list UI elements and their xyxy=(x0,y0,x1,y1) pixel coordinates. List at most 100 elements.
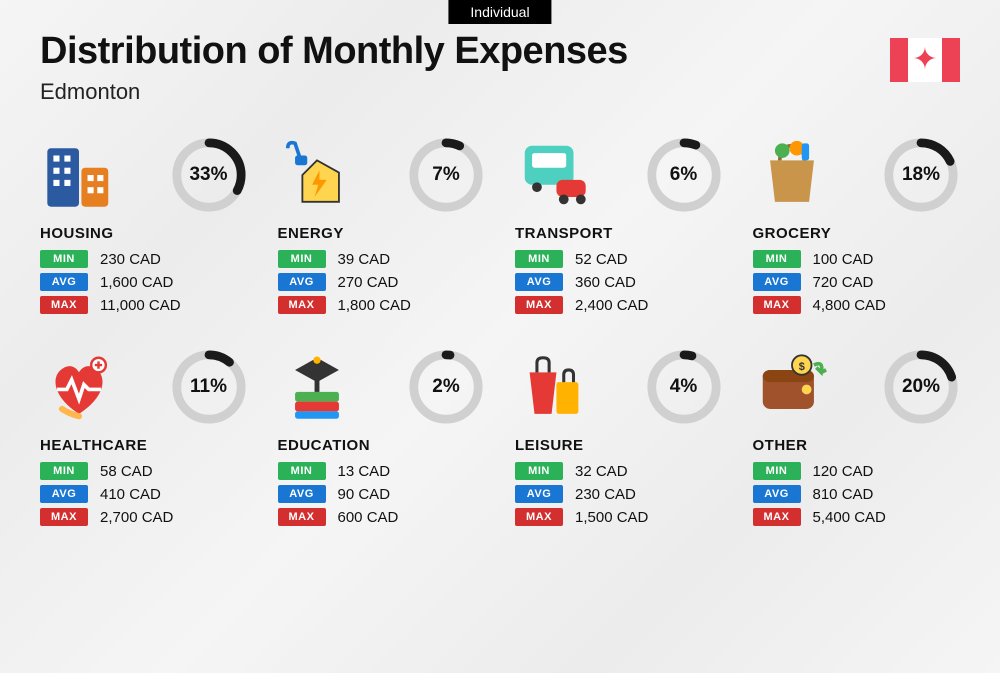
energy-icon xyxy=(278,136,356,214)
percent-donut: 33% xyxy=(170,136,248,214)
stat-min-row: MIN 39 CAD xyxy=(278,250,486,268)
stat-max-row: MAX 1,800 CAD xyxy=(278,296,486,314)
max-value: 11,000 CAD xyxy=(100,297,181,314)
percent-label: 4% xyxy=(645,348,723,426)
stat-max-row: MAX 2,400 CAD xyxy=(515,296,723,314)
stat-min-row: MIN 230 CAD xyxy=(40,250,248,268)
min-badge: MIN xyxy=(278,250,326,268)
percent-label: 6% xyxy=(645,136,723,214)
avg-value: 270 CAD xyxy=(338,274,399,291)
max-badge: MAX xyxy=(40,508,88,526)
stat-min-row: MIN 13 CAD xyxy=(278,462,486,480)
stat-avg-row: AVG 230 CAD xyxy=(515,485,723,503)
avg-value: 230 CAD xyxy=(575,486,636,503)
grocery-icon xyxy=(753,136,831,214)
expense-card: 11% HEALTHCARE MIN 58 CAD AVG 410 CAD MA… xyxy=(40,347,248,531)
min-value: 32 CAD xyxy=(575,463,628,480)
max-badge: MAX xyxy=(753,296,801,314)
min-badge: MIN xyxy=(753,462,801,480)
category-name: OTHER xyxy=(753,437,961,454)
avg-value: 360 CAD xyxy=(575,274,636,291)
percent-label: 2% xyxy=(407,348,485,426)
percent-label: 7% xyxy=(407,136,485,214)
stat-min-row: MIN 120 CAD xyxy=(753,462,961,480)
category-name: TRANSPORT xyxy=(515,225,723,242)
min-value: 120 CAD xyxy=(813,463,874,480)
min-value: 52 CAD xyxy=(575,251,628,268)
leisure-icon xyxy=(515,348,593,426)
category-name: HOUSING xyxy=(40,225,248,242)
max-badge: MAX xyxy=(278,296,326,314)
max-badge: MAX xyxy=(515,508,563,526)
page-title: Distribution of Monthly Expenses xyxy=(40,30,960,73)
max-badge: MAX xyxy=(278,508,326,526)
min-badge: MIN xyxy=(753,250,801,268)
expense-card: 2% EDUCATION MIN 13 CAD AVG 90 CAD MAX 6… xyxy=(278,347,486,531)
avg-value: 1,600 CAD xyxy=(100,274,173,291)
stat-avg-row: AVG 90 CAD xyxy=(278,485,486,503)
percent-donut: 2% xyxy=(407,348,485,426)
min-value: 39 CAD xyxy=(338,251,391,268)
avg-value: 810 CAD xyxy=(813,486,874,503)
expense-card: 18% GROCERY MIN 100 CAD AVG 720 CAD MAX … xyxy=(753,135,961,319)
avg-badge: AVG xyxy=(753,485,801,503)
expense-card: 4% LEISURE MIN 32 CAD AVG 230 CAD MAX 1,… xyxy=(515,347,723,531)
svg-text:$: $ xyxy=(798,361,804,373)
stat-max-row: MAX 4,800 CAD xyxy=(753,296,961,314)
percent-label: 18% xyxy=(882,136,960,214)
min-value: 58 CAD xyxy=(100,463,153,480)
category-name: GROCERY xyxy=(753,225,961,242)
stat-avg-row: AVG 270 CAD xyxy=(278,273,486,291)
stat-max-row: MAX 2,700 CAD xyxy=(40,508,248,526)
max-value: 600 CAD xyxy=(338,509,399,526)
avg-badge: AVG xyxy=(278,485,326,503)
min-badge: MIN xyxy=(278,462,326,480)
avg-value: 90 CAD xyxy=(338,486,391,503)
max-value: 2,400 CAD xyxy=(575,297,648,314)
percent-donut: 4% xyxy=(645,348,723,426)
avg-badge: AVG xyxy=(40,485,88,503)
percent-donut: 11% xyxy=(170,348,248,426)
stat-avg-row: AVG 360 CAD xyxy=(515,273,723,291)
max-value: 1,500 CAD xyxy=(575,509,648,526)
avg-badge: AVG xyxy=(753,273,801,291)
percent-label: 33% xyxy=(170,136,248,214)
healthcare-icon xyxy=(40,348,118,426)
min-badge: MIN xyxy=(515,250,563,268)
min-badge: MIN xyxy=(515,462,563,480)
percent-donut: 6% xyxy=(645,136,723,214)
canada-flag-icon: ✦ xyxy=(890,38,960,82)
transport-icon xyxy=(515,136,593,214)
max-value: 1,800 CAD xyxy=(338,297,411,314)
stat-avg-row: AVG 720 CAD xyxy=(753,273,961,291)
min-value: 230 CAD xyxy=(100,251,161,268)
stat-max-row: MAX 11,000 CAD xyxy=(40,296,248,314)
housing-icon xyxy=(40,136,118,214)
avg-value: 720 CAD xyxy=(813,274,874,291)
min-value: 100 CAD xyxy=(813,251,874,268)
stat-min-row: MIN 32 CAD xyxy=(515,462,723,480)
percent-label: 11% xyxy=(170,348,248,426)
category-name: ENERGY xyxy=(278,225,486,242)
min-badge: MIN xyxy=(40,250,88,268)
percent-donut: 20% xyxy=(882,348,960,426)
other-icon: $ xyxy=(753,348,831,426)
percent-donut: 7% xyxy=(407,136,485,214)
expense-card: 33% HOUSING MIN 230 CAD AVG 1,600 CAD MA… xyxy=(40,135,248,319)
max-badge: MAX xyxy=(515,296,563,314)
category-name: HEALTHCARE xyxy=(40,437,248,454)
stat-max-row: MAX 600 CAD xyxy=(278,508,486,526)
stat-min-row: MIN 100 CAD xyxy=(753,250,961,268)
header: Distribution of Monthly Expenses Edmonto… xyxy=(0,0,1000,115)
expense-card: 6% TRANSPORT MIN 52 CAD AVG 360 CAD MAX … xyxy=(515,135,723,319)
stat-avg-row: AVG 810 CAD xyxy=(753,485,961,503)
avg-badge: AVG xyxy=(40,273,88,291)
stat-min-row: MIN 58 CAD xyxy=(40,462,248,480)
avg-badge: AVG xyxy=(515,273,563,291)
stat-max-row: MAX 5,400 CAD xyxy=(753,508,961,526)
stat-max-row: MAX 1,500 CAD xyxy=(515,508,723,526)
education-icon xyxy=(278,348,356,426)
category-name: LEISURE xyxy=(515,437,723,454)
avg-badge: AVG xyxy=(515,485,563,503)
min-value: 13 CAD xyxy=(338,463,391,480)
